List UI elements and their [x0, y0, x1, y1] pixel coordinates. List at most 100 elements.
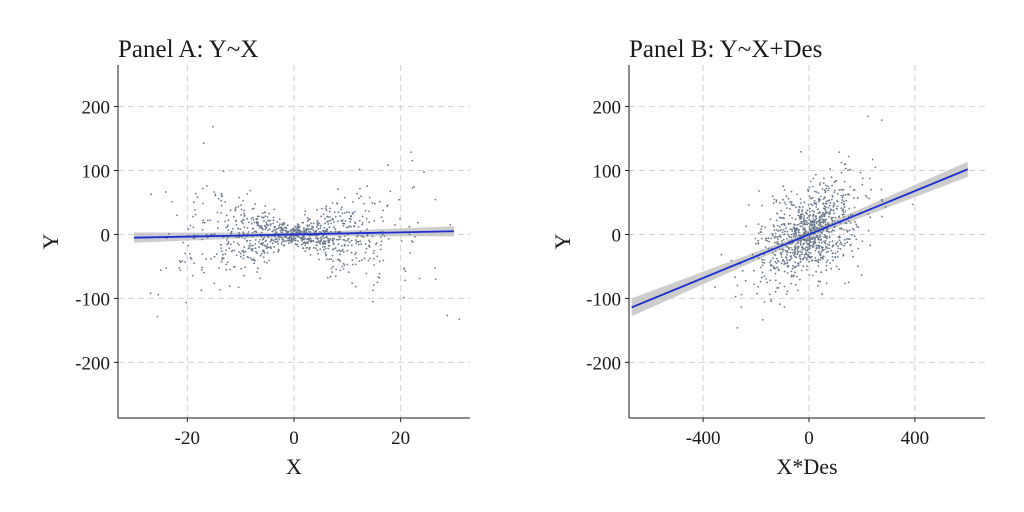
data-point [350, 239, 353, 242]
data-point [240, 267, 243, 270]
data-point [310, 227, 313, 230]
data-point [373, 202, 376, 205]
data-point [283, 222, 286, 224]
data-point [790, 203, 793, 205]
data-point [848, 220, 850, 223]
data-point [200, 289, 203, 292]
data-point [325, 209, 328, 212]
data-point [823, 236, 825, 239]
data-point [213, 191, 216, 193]
data-point [210, 257, 213, 260]
data-point [774, 232, 777, 235]
data-point [399, 217, 401, 220]
data-point [815, 191, 818, 193]
data-point [196, 196, 199, 198]
data-point [821, 257, 823, 259]
data-point [765, 239, 767, 242]
data-point [815, 222, 818, 225]
data-point [786, 254, 788, 256]
data-point [720, 253, 723, 256]
data-point [261, 243, 264, 246]
data-point [171, 201, 173, 203]
data-point [266, 261, 268, 264]
data-point [783, 306, 786, 308]
data-point [251, 247, 254, 250]
data-point [829, 212, 831, 215]
y-axis-label: Y [550, 233, 575, 249]
data-point [832, 206, 835, 208]
data-point [793, 250, 796, 252]
data-point [258, 246, 261, 249]
data-point [783, 224, 786, 227]
data-point [309, 237, 311, 240]
data-point [783, 201, 786, 204]
data-point [833, 181, 836, 184]
data-point [189, 256, 192, 259]
data-point [315, 237, 317, 240]
data-point [251, 227, 254, 230]
data-point [868, 197, 871, 200]
chart-title: Panel A: Y~X [118, 36, 258, 63]
data-point [303, 227, 305, 230]
data-point [821, 188, 824, 191]
data-point [772, 202, 775, 205]
data-point [811, 223, 813, 226]
data-point [825, 237, 828, 240]
data-point [274, 230, 277, 232]
data-point [334, 230, 337, 233]
data-point [789, 251, 792, 254]
data-point [812, 177, 815, 180]
data-point [827, 185, 829, 188]
data-point [799, 222, 802, 225]
data-point [780, 253, 783, 256]
data-point [325, 235, 328, 238]
data-point [353, 211, 356, 213]
data-point [342, 222, 344, 225]
data-point [881, 215, 883, 218]
data-point [786, 230, 789, 233]
y-tick-label: -200 [75, 353, 110, 374]
data-point [845, 199, 848, 202]
data-point [378, 200, 381, 203]
data-point [849, 168, 851, 171]
data-point [297, 240, 300, 243]
data-point [867, 213, 870, 216]
data-point [339, 260, 342, 263]
data-point [748, 204, 750, 206]
data-point [761, 264, 764, 267]
data-point [834, 189, 836, 192]
data-point [778, 282, 781, 285]
data-point [777, 259, 779, 262]
data-point [217, 220, 220, 223]
data-point [867, 115, 869, 118]
x-tick-label: 0 [289, 428, 299, 449]
data-point [815, 244, 818, 247]
data-point [815, 215, 817, 218]
data-point [805, 241, 808, 244]
data-point [334, 247, 337, 249]
data-point [237, 205, 240, 208]
data-point [864, 194, 867, 197]
data-point [286, 224, 289, 227]
data-point [753, 283, 756, 286]
data-point [836, 192, 839, 195]
y-tick-label: -100 [586, 289, 621, 310]
data-point [774, 235, 777, 238]
x-axis-label: X*Des [776, 454, 837, 479]
data-point [777, 268, 780, 270]
data-point [276, 240, 279, 243]
data-point [411, 187, 414, 189]
data-point [354, 285, 357, 288]
data-point [843, 202, 845, 205]
data-point [836, 205, 839, 208]
data-point [814, 238, 816, 241]
data-point [269, 241, 272, 243]
data-point [332, 260, 334, 263]
data-point [302, 235, 305, 238]
data-point [817, 265, 820, 267]
data-point [387, 238, 390, 240]
x-tick-label: -20 [175, 428, 200, 449]
data-point [828, 244, 831, 246]
data-point [347, 237, 350, 240]
data-point [382, 209, 384, 212]
